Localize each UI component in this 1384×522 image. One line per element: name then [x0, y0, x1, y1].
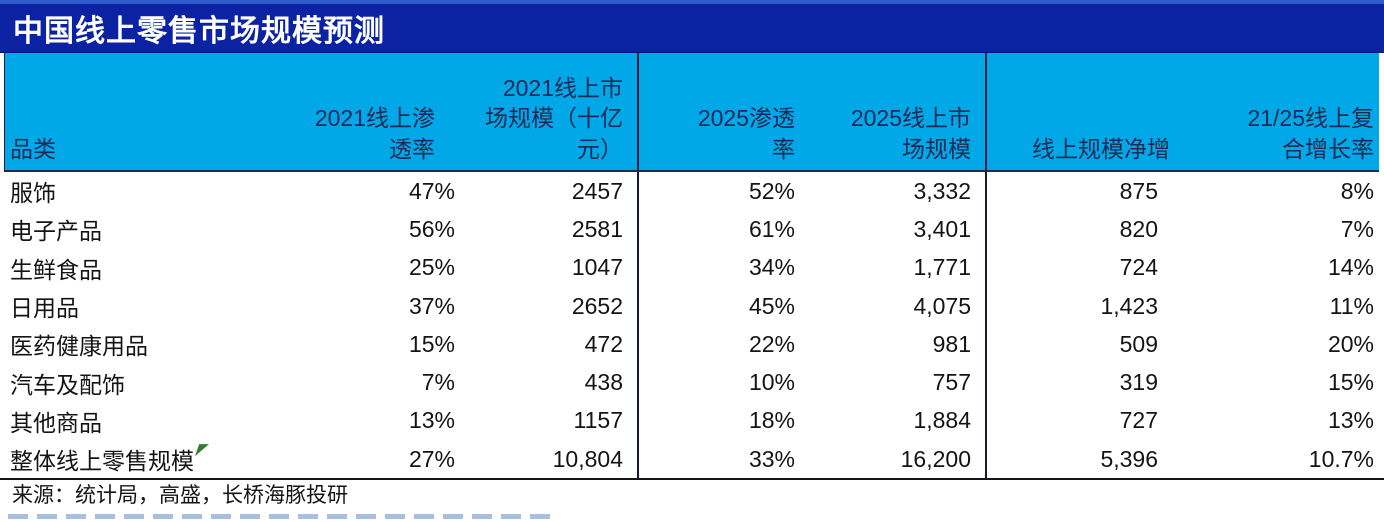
table-row: 服饰 47% 2457 52% 3,332 875 8% — [0, 172, 1384, 211]
col-header-cagr: 21/25线上复 合增长率 — [1247, 105, 1374, 162]
cell-2025-size: 16,200 — [900, 445, 971, 472]
cell-2025-penetration: 52% — [637, 172, 805, 211]
table-row: 电子产品 56% 2581 61% 3,401 820 7% — [0, 210, 1384, 249]
cell-2021-size: 472 — [584, 330, 623, 357]
cropped-content-remnant — [8, 514, 556, 519]
cell-net-increase: 319 — [985, 363, 1180, 402]
page-title: 中国线上零售市场规模预测 — [13, 15, 385, 48]
cell-2021-size: 1157 — [573, 407, 623, 434]
cell-cagr: 11% — [1329, 292, 1374, 319]
cell-2021-penetration: 25% — [408, 254, 455, 281]
cell-2025-penetration: 33% — [637, 440, 805, 479]
table-row: 其他商品 13% 1157 18% 1,884 727 13% — [0, 401, 1384, 441]
cell-net-increase: 727 — [985, 401, 1180, 441]
title-bar: 中国线上零售市场规模预测 — [0, 4, 1384, 53]
cell-2021-size: 10,804 — [552, 445, 623, 472]
cell-cagr: 15% — [1327, 369, 1374, 396]
cell-net-increase: 724 — [985, 248, 1180, 287]
cell-2025-penetration: 61% — [637, 210, 805, 249]
col-header-2021-size: 2021线上市 场规模（十亿 元） — [485, 74, 623, 162]
table-row: 汽车及配饰 7% 438 10% 757 319 15% — [0, 363, 1384, 402]
table-row: 医药健康用品 15% 472 22% 981 509 20% — [0, 325, 1384, 364]
forecast-table: 品类 2021线上渗 透率 2021线上市 场规模（十亿 元） 2025渗透 率… — [0, 53, 1384, 479]
cell-category: 其他商品 — [10, 409, 102, 436]
cell-category: 电子产品 — [10, 218, 102, 245]
col-header-2025-size: 2025线上市 场规模 — [850, 105, 971, 162]
total-row-label: 整体线上零售规模 — [10, 448, 194, 475]
cell-2025-size: 757 — [932, 369, 971, 396]
cell-2021-size: 1047 — [571, 254, 623, 281]
table-row: 日用品 37% 2652 45% 4,075 1,423 11% — [0, 286, 1384, 326]
source-row: 来源：统计局，高盛，长桥海豚投研 — [0, 478, 1384, 508]
cell-2025-size: 4,075 — [913, 292, 971, 319]
header-left-edge — [0, 53, 5, 172]
cell-cagr: 10.7% — [1308, 445, 1374, 472]
cell-2025-penetration: 22% — [637, 325, 805, 364]
col-header-2021-penetration: 2021线上渗 透率 — [314, 105, 435, 162]
col-header-2025-penetration: 2025渗透 率 — [637, 53, 805, 170]
cell-2021-penetration: 56% — [408, 215, 455, 242]
cell-2021-penetration: 27% — [408, 445, 455, 472]
cell-2025-penetration: 34% — [637, 248, 805, 287]
cell-2025-penetration: 18% — [637, 401, 805, 441]
cell-cagr: 20% — [1327, 330, 1374, 357]
cell-2021-penetration: 15% — [408, 330, 455, 357]
cell-2025-size: 3,401 — [913, 215, 971, 242]
cell-2021-penetration: 7% — [421, 369, 455, 396]
table-row-total: 整体线上零售规模 27% 10,804 33% 16,200 5,396 10.… — [0, 440, 1384, 479]
cell-2025-size: 3,332 — [913, 177, 971, 204]
cell-2021-penetration: 47% — [408, 177, 455, 204]
cell-2021-size: 2457 — [571, 177, 623, 204]
table-row: 生鲜食品 25% 1047 34% 1,771 724 14% — [0, 248, 1384, 287]
cell-net-increase: 820 — [985, 210, 1180, 249]
cell-2025-size: 981 — [932, 330, 971, 357]
cell-category: 整体线上零售规模 — [0, 440, 250, 478]
cell-2021-size: 2652 — [571, 292, 623, 319]
cell-net-increase: 5,396 — [985, 440, 1180, 479]
cell-cagr: 14% — [1327, 254, 1374, 281]
cell-category: 日用品 — [10, 295, 79, 322]
cell-cagr: 7% — [1340, 215, 1374, 242]
top-accent-strip — [0, 0, 1384, 4]
cell-net-increase: 509 — [985, 325, 1180, 364]
cell-2025-penetration: 10% — [637, 363, 805, 402]
header-right-edge — [1379, 53, 1384, 172]
cell-category: 汽车及配饰 — [10, 371, 125, 398]
cell-category: 生鲜食品 — [10, 256, 102, 283]
comment-marker-icon — [195, 444, 209, 457]
table-header-row: 品类 2021线上渗 透率 2021线上市 场规模（十亿 元） 2025渗透 率… — [0, 53, 1384, 172]
cell-cagr: 8% — [1340, 177, 1374, 204]
cell-2021-penetration: 37% — [408, 292, 455, 319]
cell-2021-size: 2581 — [571, 215, 623, 242]
source-text: 来源：统计局，高盛，长桥海豚投研 — [12, 484, 348, 508]
col-header-net-increase: 线上规模净增 — [985, 53, 1180, 170]
cell-2025-penetration: 45% — [637, 286, 805, 326]
cell-2025-size: 1,771 — [913, 254, 971, 281]
cell-category: 医药健康用品 — [10, 333, 148, 360]
col-header-category: 品类 — [10, 135, 56, 162]
cell-net-increase: 1,423 — [985, 286, 1180, 326]
cell-cagr: 13% — [1327, 407, 1374, 434]
cell-2021-size: 438 — [584, 369, 623, 396]
cell-2025-size: 1,884 — [913, 407, 971, 434]
cell-net-increase: 875 — [985, 172, 1180, 211]
cell-2021-penetration: 13% — [408, 407, 455, 434]
cell-category: 服饰 — [10, 180, 56, 207]
